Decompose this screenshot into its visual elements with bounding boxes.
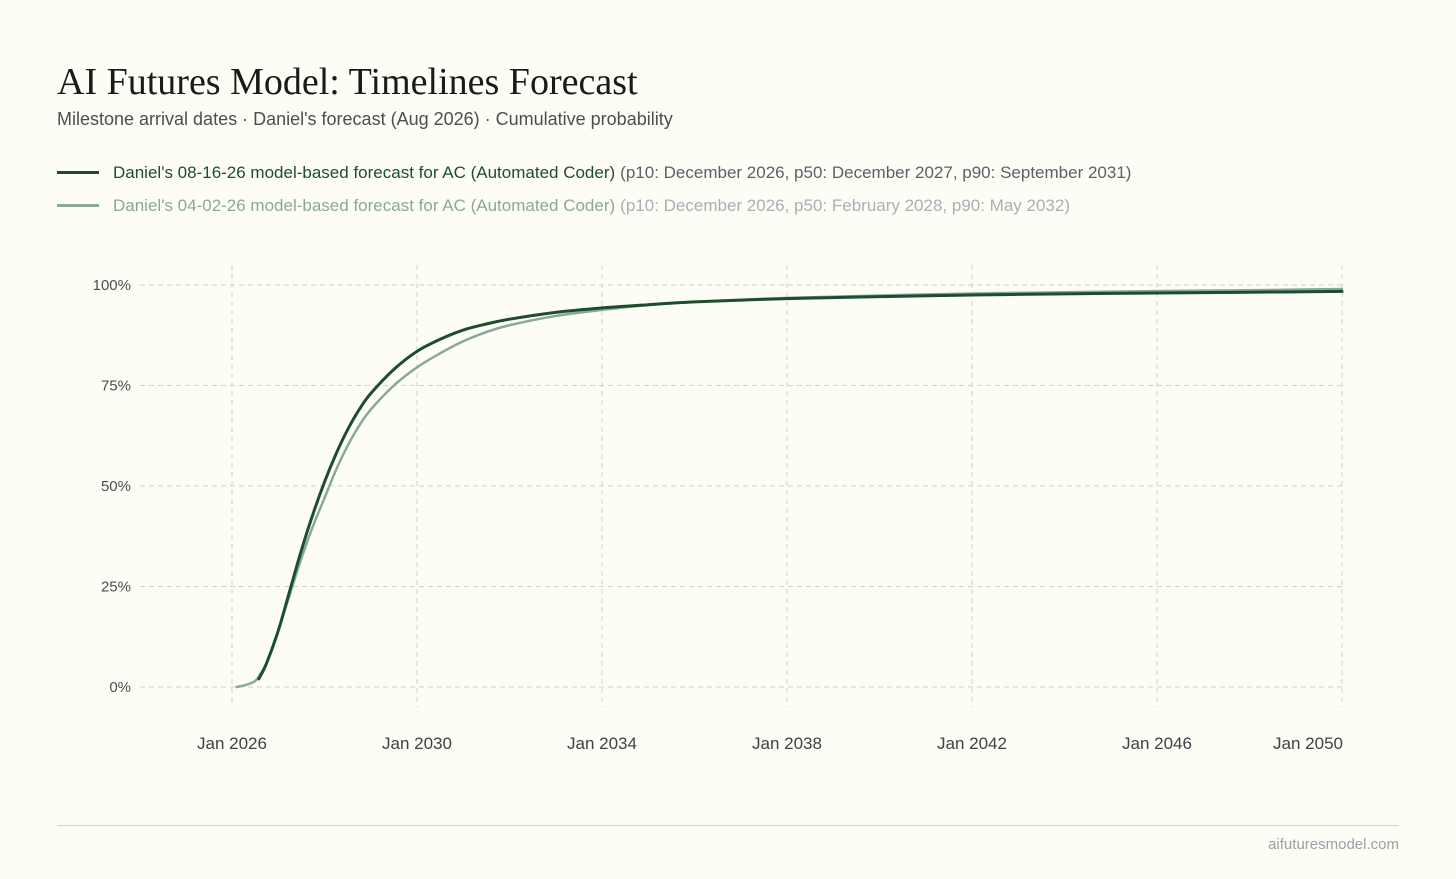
x-tick-label: Jan 2050 (1273, 734, 1343, 753)
x-tick-label: Jan 2030 (382, 734, 452, 753)
y-tick-label: 100% (93, 277, 131, 294)
legend: Daniel's 08-16-26 model-based forecast f… (57, 156, 1131, 222)
series-line-prior-forecast (235, 287, 1344, 689)
x-tick-label: Jan 2026 (197, 734, 267, 753)
legend-item-prior-forecast[interactable]: Daniel's 04-02-26 model-based forecast f… (57, 189, 1131, 222)
y-tick-label: 50% (101, 478, 131, 495)
chart-title: AI Futures Model: Timelines Forecast (57, 61, 638, 103)
chart-subtitle: Milestone arrival dates · Daniel's forec… (57, 109, 673, 129)
legend-item-current-forecast[interactable]: Daniel's 08-16-26 model-based forecast f… (57, 156, 1131, 189)
x-axis: Jan 2026 Jan 2030 Jan 2034 Jan 2038 Jan 2042… (197, 734, 1343, 753)
x-tick-label: Jan 2034 (567, 734, 637, 753)
y-axis: 0% 25% 50% 75% 100% (93, 277, 131, 696)
legend-stats-current: (p10: December 2026, p50: December 2027,… (620, 162, 1132, 182)
grid (140, 265, 1343, 707)
footer-site-link[interactable]: aifuturesmodel.com (1268, 836, 1399, 853)
series-lines (235, 287, 1344, 689)
legend-label-prior: Daniel's 04-02-26 model-based forecast f… (113, 195, 616, 215)
legend-stats-prior: (p10: December 2026, p50: February 2028,… (620, 195, 1070, 215)
y-tick-label: 25% (101, 579, 131, 596)
series-line-current-forecast (257, 289, 1344, 681)
legend-swatch-prior (57, 204, 99, 207)
x-tick-label: Jan 2046 (1122, 734, 1192, 753)
y-tick-label: 0% (109, 679, 131, 696)
x-tick-label: Jan 2042 (937, 734, 1007, 753)
footer-divider (57, 825, 1399, 826)
x-tick-label: Jan 2038 (752, 734, 822, 753)
legend-swatch-current (57, 171, 99, 174)
legend-label-current: Daniel's 08-16-26 model-based forecast f… (113, 162, 616, 182)
y-tick-label: 75% (101, 378, 131, 395)
